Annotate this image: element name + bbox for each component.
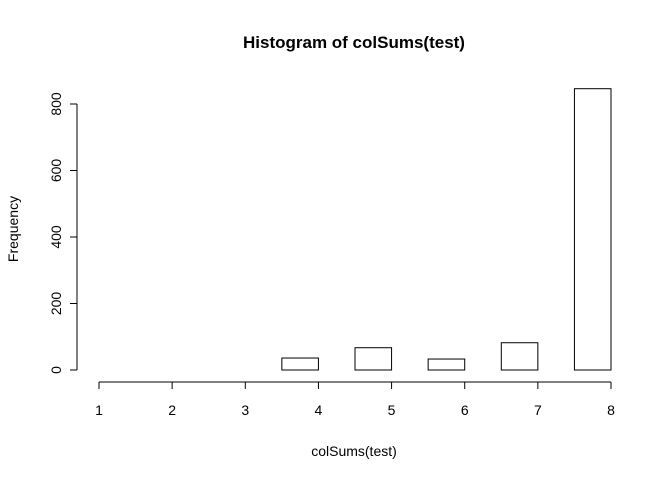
y-tick-label: 800	[48, 92, 64, 116]
y-axis-label: Frequency	[5, 196, 21, 262]
histogram-bar	[500, 342, 539, 371]
x-tick-label: 2	[168, 402, 176, 418]
x-tick-label: 3	[241, 402, 249, 418]
histogram-bar	[354, 347, 393, 371]
x-tick-label: 8	[607, 402, 615, 418]
chart-title: Histogram of colSums(test)	[243, 33, 465, 52]
y-tick-label: 0	[48, 366, 64, 374]
histogram-bar	[573, 88, 612, 371]
y-tick-label: 200	[48, 292, 64, 316]
x-tick-label: 6	[461, 402, 469, 418]
x-tick-label: 5	[388, 402, 396, 418]
y-tick-label: 600	[48, 159, 64, 183]
y-tick-label: 400	[48, 225, 64, 249]
x-axis: 1 2 3 4 5 6 7 8	[95, 381, 615, 418]
bars-group	[281, 88, 612, 371]
x-tick-label: 7	[534, 402, 542, 418]
histogram-bar	[427, 358, 466, 371]
x-axis-label: colSums(test)	[311, 443, 397, 459]
x-tick-label: 1	[95, 402, 103, 418]
x-tick-label: 4	[315, 402, 323, 418]
y-axis: 0 200 400 600 800	[48, 92, 78, 374]
histogram-bar	[281, 357, 319, 371]
